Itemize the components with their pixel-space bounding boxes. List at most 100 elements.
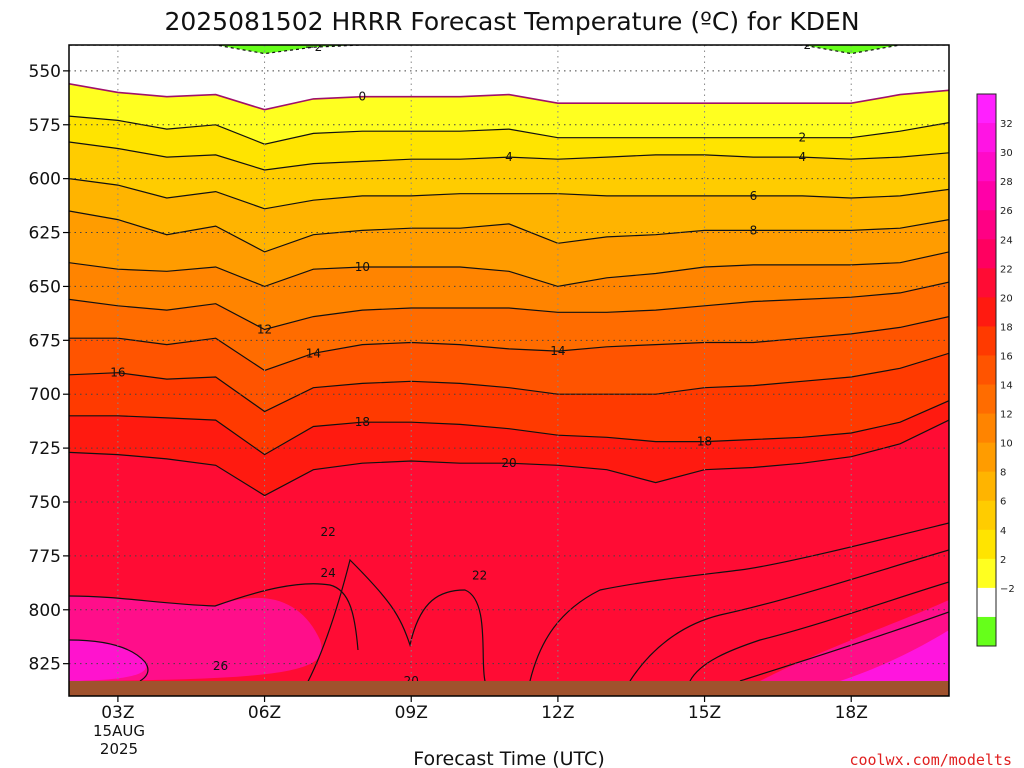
- colorbar-tick-label: 10: [1000, 439, 1013, 450]
- contour-label-18: 18: [355, 415, 370, 429]
- y-tick-label: 825: [29, 655, 61, 675]
- colorbar-tick-label: 32: [1000, 119, 1013, 130]
- contour-label-16: 16: [110, 366, 125, 380]
- colorbar-tick-label: 16: [1000, 351, 1013, 362]
- temperature-band-6: [69, 211, 949, 287]
- isotherm-2: [69, 115, 949, 145]
- colorbar-swatch: [977, 616, 996, 647]
- isotherm-6: [69, 178, 949, 210]
- x-axis-label: Forecast Time (UTC): [413, 748, 604, 768]
- isotherm-24-right: [629, 549, 949, 682]
- isotherm-26-right: [689, 581, 949, 682]
- colorbar-tick-label: 6: [1000, 497, 1006, 508]
- colorbar-swatch: [977, 210, 996, 240]
- isotherm-0: [69, 83, 949, 111]
- x-axis: 03Z 06Z 09Z 12Z 15Z 18Z: [101, 696, 868, 723]
- colorbar-tick-label: 8: [1000, 468, 1006, 479]
- isotherm-22-left: [299, 558, 486, 696]
- colorbar-tick-label: 26: [1000, 206, 1013, 217]
- isotherm-22-right: [529, 522, 949, 682]
- colorbar-swatch: [977, 268, 996, 298]
- contour-label-−2: −2: [305, 40, 323, 54]
- y-tick-label: 725: [29, 439, 61, 459]
- contour-label-4: 4: [799, 150, 807, 164]
- contour-annotation-22: 22: [320, 525, 335, 539]
- x-tick-label: 18Z: [835, 703, 868, 723]
- colorbar-tick-label: 30: [1000, 148, 1013, 159]
- colorbar-swatch: [977, 239, 996, 269]
- contour-annotation-22: 22: [472, 568, 487, 582]
- temperature-band-3: [69, 116, 949, 170]
- contour-label-12: 12: [257, 323, 272, 337]
- temperature-band-0: [69, 45, 949, 54]
- y-tick-label: 750: [29, 493, 61, 513]
- y-tick-label: 625: [29, 224, 61, 244]
- temperature-band-9: [69, 316, 949, 412]
- isotherm-14: [69, 316, 949, 372]
- x-axis-year: 2025: [100, 740, 138, 758]
- contour-label-8: 8: [750, 223, 758, 237]
- colorbar-swatch: [977, 326, 996, 356]
- colorbar-swatch: [977, 355, 996, 386]
- temperature-band-4: [69, 142, 949, 209]
- contour-label-6: 6: [750, 189, 758, 203]
- isotherm-26-left: [69, 639, 149, 682]
- x-tick-label: 15Z: [688, 703, 721, 723]
- isotherm-4: [69, 141, 949, 171]
- grid-lines: [69, 45, 949, 681]
- contour-annotation-26: 26: [213, 659, 228, 673]
- credit-text: coolwx.com/modelts: [849, 751, 1012, 768]
- colorbar-swatch: [977, 152, 996, 182]
- colorbar: 32 30 28 26 24 22 20 18 16 14 12 10 8 6 4 2 −2: [976, 93, 1015, 647]
- contour-label-0: 0: [359, 90, 367, 104]
- plot-frame: [68, 44, 950, 697]
- isotherm-lines: [69, 45, 949, 497]
- temperature-band-10: [69, 353, 949, 455]
- x-tick-label: 03Z: [101, 703, 134, 723]
- colorbar-tick-label: 22: [1000, 264, 1013, 275]
- colorbar-tick-label: 2: [1000, 555, 1006, 566]
- colorbar-swatch: [977, 123, 996, 153]
- y-axis: 550 575 600 625 650 675 700 725 750 775 800 825: [29, 62, 69, 675]
- temperature-band-5: [69, 178, 949, 252]
- colorbar-swatch: [977, 442, 996, 473]
- x-axis-date: 15AUG: [93, 722, 145, 740]
- colorbar-swatch: [977, 500, 996, 531]
- warm-core-regions: [69, 596, 949, 681]
- colorbar-swatch: [977, 94, 996, 124]
- colorbar-swatch: [977, 471, 996, 502]
- isotherm-16: [69, 352, 949, 413]
- colorbar-tick-label: 14: [1000, 381, 1013, 392]
- y-tick-label: 675: [29, 331, 61, 351]
- y-tick-label: 600: [29, 170, 61, 190]
- temperature-band-2: [69, 83, 949, 145]
- temperature-bands: [69, 45, 949, 692]
- colorbar-tick-label: 18: [1000, 322, 1013, 333]
- isotherm-28-right: [739, 611, 949, 682]
- x-tick-label: 06Z: [248, 703, 281, 723]
- contour-label-14: 14: [306, 346, 321, 360]
- contour-label-4: 4: [505, 150, 513, 164]
- colorbar-tick-label: 24: [1000, 235, 1013, 246]
- contour-label-−2: −2: [793, 38, 811, 52]
- y-tick-label: 700: [29, 385, 61, 405]
- contour-label-2: 2: [799, 131, 807, 145]
- isotherm-24-left: [69, 583, 359, 651]
- contour-label-14: 14: [550, 344, 565, 358]
- colorbar-swatch: [977, 413, 996, 444]
- colorbar-swatch: [977, 529, 996, 560]
- colorbar-tick-label: 20: [1000, 293, 1013, 304]
- isotherm-8: [69, 210, 949, 253]
- colorbar-frame: [976, 93, 997, 647]
- colorbar-swatch: [977, 587, 996, 618]
- chart-title: 2025081502 HRRR Forecast Temperature (ºC…: [164, 7, 859, 36]
- y-tick-label: 550: [29, 62, 61, 82]
- y-tick-label: 650: [29, 277, 61, 297]
- colorbar-swatch: [977, 297, 996, 327]
- colorbar-swatch: [977, 181, 996, 211]
- contour-label-20: 20: [501, 456, 516, 470]
- colorbar-tick-label: 28: [1000, 177, 1013, 188]
- isotherm-20: [69, 419, 949, 497]
